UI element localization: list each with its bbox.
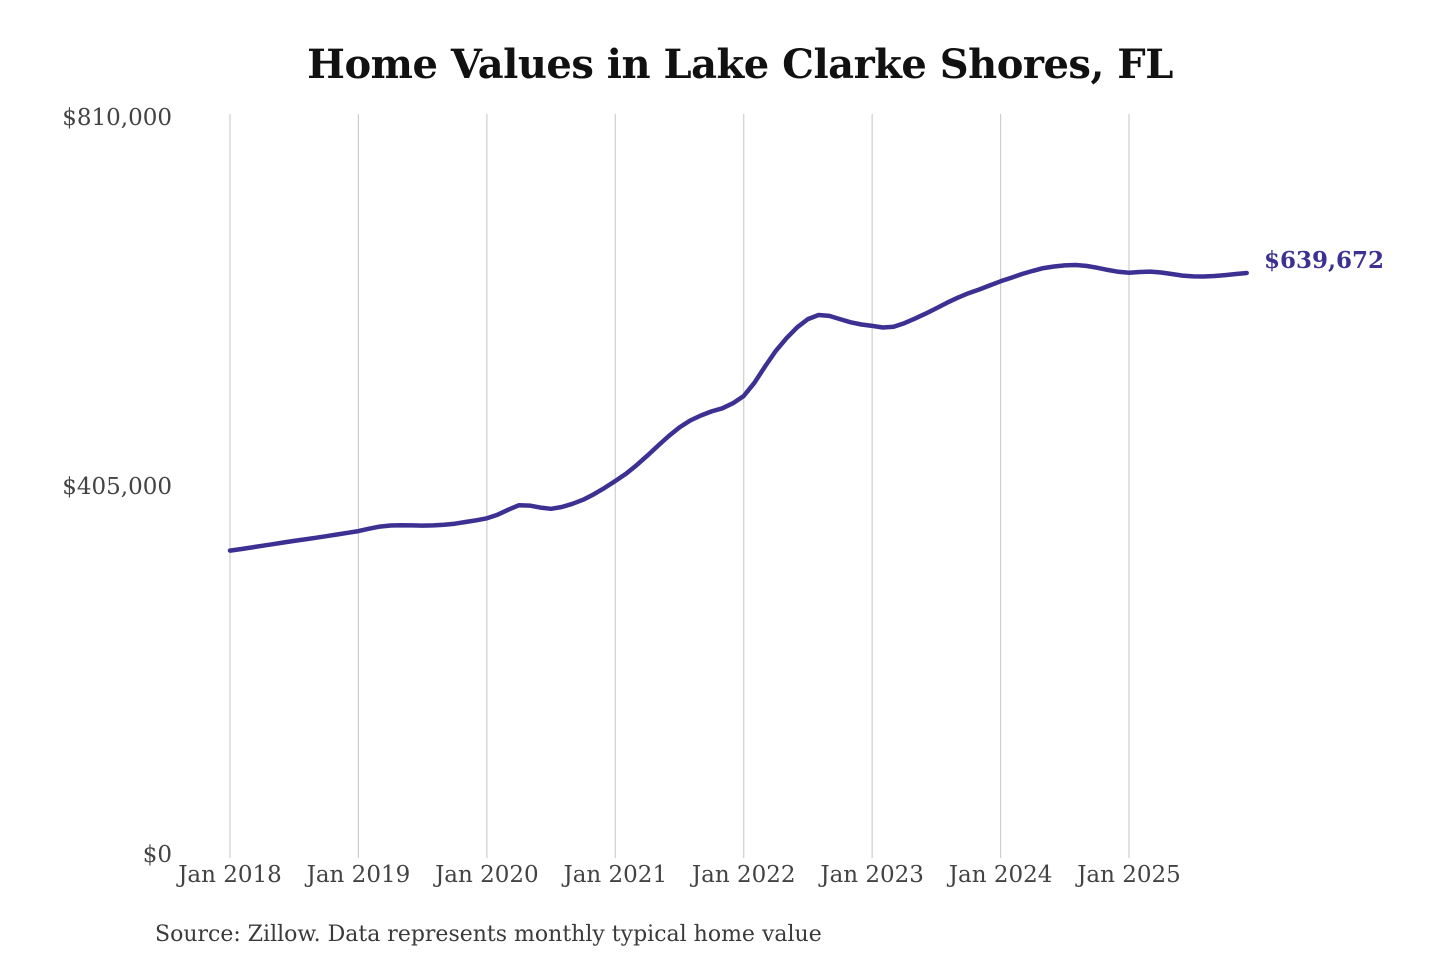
x-axis-tick-label: Jan 2024 [948, 862, 1053, 888]
source-note: Source: Zillow. Data represents monthly … [155, 922, 822, 947]
year-gridlines [229, 114, 1130, 858]
x-axis-tick-label: Jan 2021 [563, 862, 668, 888]
chart-title: Home Values in Lake Clarke Shores, FL [307, 41, 1173, 88]
y-axis-tick-label: $0 [142, 842, 172, 868]
x-axis-tick-label: Jan 2023 [820, 862, 924, 888]
x-axis-tick-label: Jan 2018 [178, 862, 282, 888]
latest-value-label: $639,672 [1264, 247, 1385, 274]
x-axis-tick-label: Jan 2025 [1077, 862, 1181, 888]
y-axis-tick-label: $405,000 [62, 473, 172, 500]
y-axis-tick-label: $810,000 [62, 105, 172, 131]
x-axis-tick-label: Jan 2022 [691, 862, 796, 888]
home-value-line [227, 262, 1249, 553]
x-axis-tick-label: Jan 2020 [435, 862, 539, 888]
x-axis-tick-label: Jan 2019 [306, 862, 411, 888]
